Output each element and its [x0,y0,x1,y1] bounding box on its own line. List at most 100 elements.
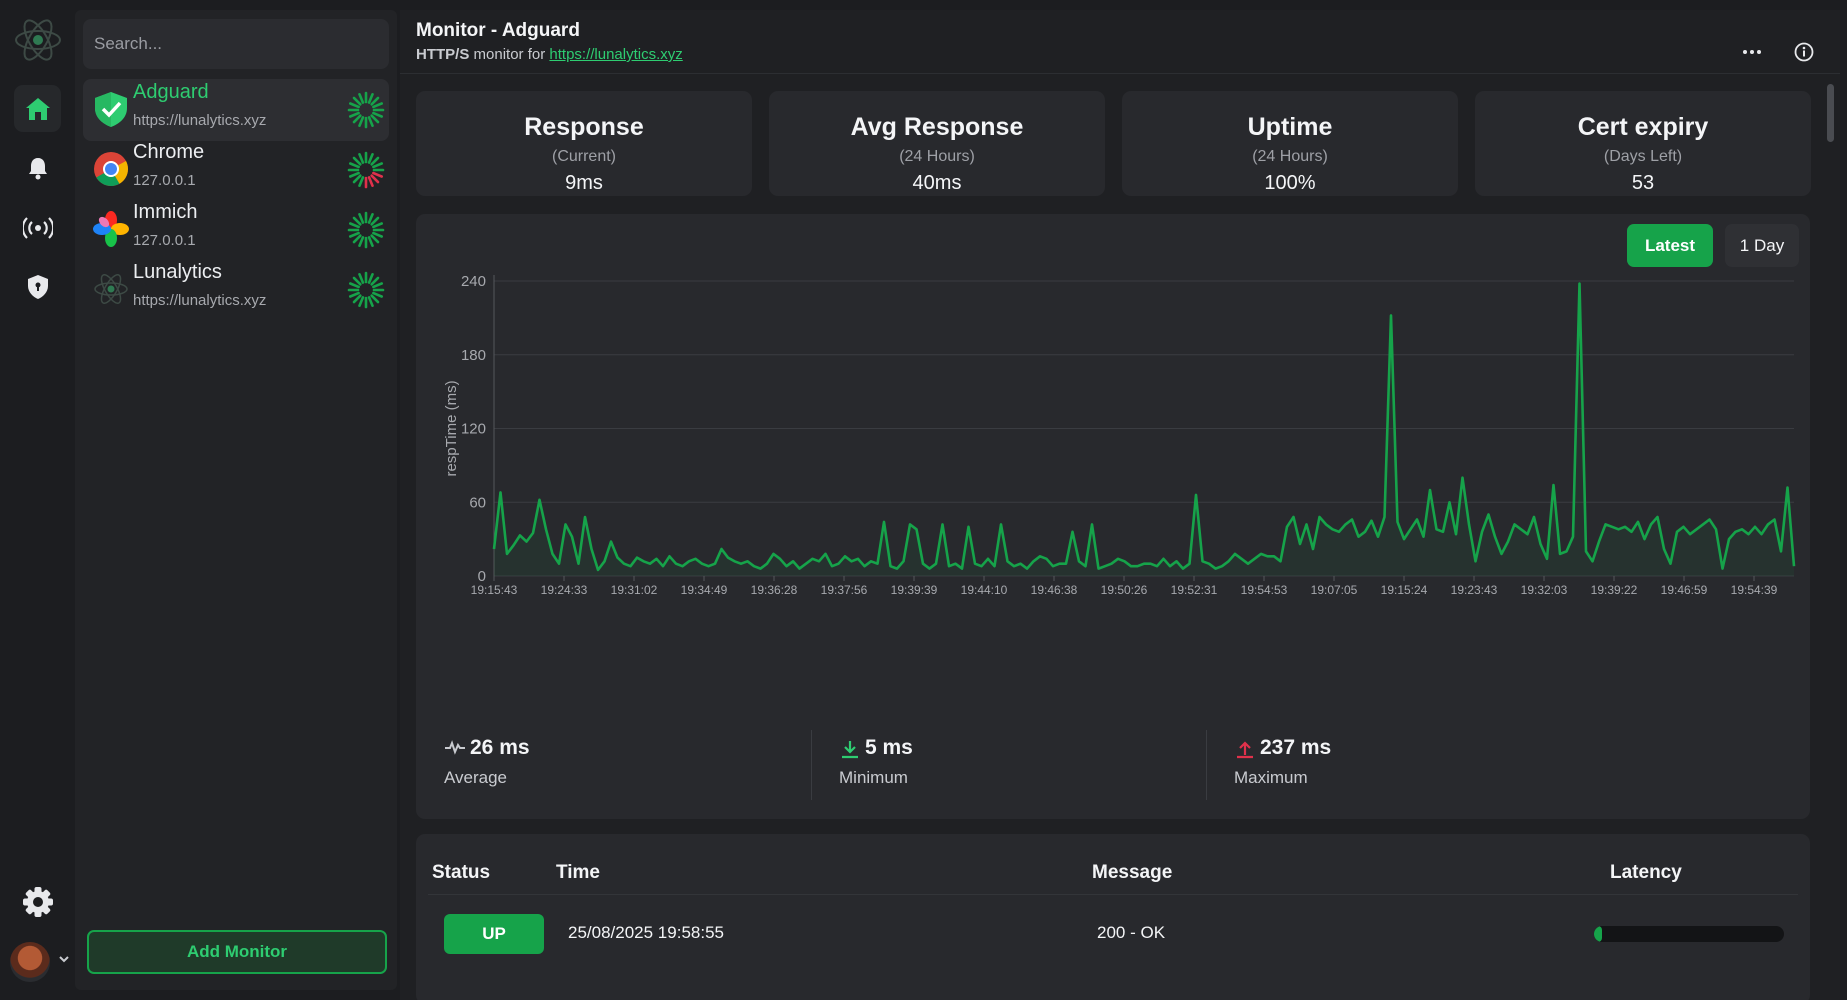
summary-divider [1206,730,1207,800]
avatar[interactable] [10,942,50,982]
range-latest-button[interactable]: Latest [1627,224,1713,267]
monitor-sidebar: Adguard https://lunalytics.xyz Chrome 12… [75,10,397,990]
spinner-tick [348,111,360,118]
x-tick-label: 19:54:53 [1241,583,1288,597]
spinner-tick [370,294,380,304]
info-button[interactable] [1782,30,1826,74]
main-scrollbar[interactable] [1824,74,1836,1000]
nav-status[interactable] [14,204,61,251]
spinner-tick [372,171,384,178]
nav-notifications[interactable] [14,144,61,191]
info-icon [1794,42,1814,62]
spinner-tick [358,92,365,104]
spinner-tick [372,282,384,289]
monitor-item-immich[interactable]: Immich 127.0.0.1 [83,199,389,261]
stat-subtitle: (24 Hours) [1252,148,1328,165]
stat-subtitle: (Days Left) [1603,148,1683,165]
spinner-tick [372,291,384,298]
monitor-type: HTTP/S [416,46,470,63]
spinner-tick [367,152,374,164]
spinner-tick [348,171,360,178]
summary-divider [811,730,812,800]
spinner-tick [372,222,384,229]
broadcast-icon [22,216,53,239]
stat-title: Avg Response [850,113,1024,141]
immich-icon [93,211,129,247]
x-tick-label: 19:52:31 [1171,583,1218,597]
status-spinner-icon [347,271,385,309]
column-header-status[interactable]: Status [432,862,491,883]
more-options-button[interactable] [1730,30,1774,74]
main-panel: Monitor - Adguard HTTP/S monitor for htt… [400,10,1840,1000]
spinner-tick [370,234,380,244]
atom-logo-icon[interactable] [12,14,64,66]
x-tick-label: 19:39:39 [891,583,938,597]
stat-value: 100% [1264,172,1316,194]
spinner-tick [358,296,365,308]
spinner-tick [370,174,380,184]
stat-value: 53 [1631,172,1655,194]
search-input[interactable] [83,19,389,69]
monitor-item-chrome[interactable]: Chrome 127.0.0.1 [83,139,389,201]
column-header-message[interactable]: Message [1092,862,1173,883]
row-time: 25/08/2025 19:58:55 [568,923,724,942]
stat-subtitle: (Current) [551,148,616,165]
spinner-tick [358,212,365,224]
chrome-icon [94,152,128,186]
ellipsis-icon [1743,50,1761,54]
monitor-url-link[interactable]: https://lunalytics.xyz [549,46,683,63]
spinner-tick [348,222,360,229]
spinner-tick [367,212,374,224]
chevron-down-icon[interactable] [58,955,70,963]
x-tick-label: 19:34:49 [681,583,728,597]
monitor-item-adguard[interactable]: Adguard https://lunalytics.xyz [83,79,389,141]
monitor-url: 127.0.0.1 [133,232,196,249]
home-icon [25,97,50,120]
x-tick-label: 19:07:05 [1311,583,1358,597]
x-tick-label: 19:39:22 [1591,583,1638,597]
spinner-tick [352,114,362,124]
stat-title: Response [524,113,644,141]
nav-security[interactable] [14,263,61,310]
stat-subtitle: (24 Hours) [899,148,975,165]
column-header-time[interactable]: Time [556,862,601,883]
spinner-tick [358,152,365,164]
add-monitor-button[interactable]: Add Monitor [87,930,387,974]
spinner-tick [348,231,360,238]
spinner-tick [358,236,365,248]
stat-card-uptime: Uptime (24 Hours) 100% [1122,91,1458,196]
x-tick-label: 19:54:39 [1731,583,1778,597]
x-tick-label: 19:46:38 [1031,583,1078,597]
summary-value: 5 ms [865,736,913,759]
spinner-tick [352,174,362,184]
x-tick-label: 19:24:33 [541,583,588,597]
spinner-tick [358,272,365,284]
status-spinner-icon [347,91,385,129]
nav-home[interactable] [14,85,61,132]
gear-icon[interactable] [20,884,56,920]
heartbeat-table: Status Time Message Latency UP 25/08/202… [416,834,1810,1000]
status-badge: UP [444,914,544,954]
spinner-tick [370,216,380,226]
scrollbar-thumb[interactable] [1827,84,1834,142]
stat-title: Uptime [1247,113,1333,141]
monitor-url: 127.0.0.1 [133,172,196,189]
spinner-tick [352,216,362,226]
icon-rail [0,0,75,1000]
summary-label: Minimum [839,768,908,787]
spinner-tick [352,294,362,304]
monitor-name: Chrome [133,141,205,163]
range-1-day-button[interactable]: 1 Day [1725,224,1799,267]
spinner-tick [370,114,380,124]
spinner-tick [372,231,384,238]
stat-title: Cert expiry [1577,113,1709,141]
page-title: Monitor - Adguard [416,20,580,41]
summary-maximum: 237 ms Maximum [1234,734,1534,798]
x-tick-label: 19:15:43 [471,583,518,597]
series-area [494,283,1794,576]
adguard-icon [95,92,127,127]
x-tick-label: 19:37:56 [821,583,868,597]
spinner-tick [352,234,362,244]
column-header-latency[interactable]: Latency [1610,862,1682,883]
monitor-item-lunalytics[interactable]: Lunalytics https://lunalytics.xyz [83,259,389,321]
